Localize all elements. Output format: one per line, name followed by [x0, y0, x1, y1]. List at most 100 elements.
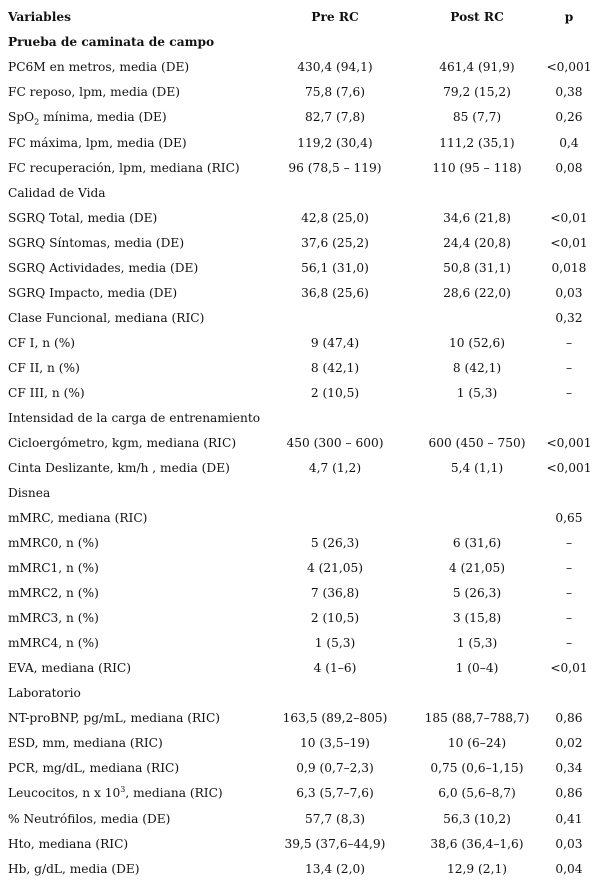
table-body: Prueba de caminata de campo PC6M en metro… [6, 30, 594, 882]
p-value: <0,001 [546, 60, 592, 74]
table-row: EVA, mediana (RIC) 4 (1–6) 1 (0–4) <0,01 [6, 656, 594, 681]
variable-label: SGRQ Actividades, media (DE) [8, 261, 199, 275]
pre-rc-value: 42,8 (25,0) [301, 211, 369, 225]
p-value: – [565, 561, 573, 575]
variable-label: mMRC2, n (%) [8, 586, 99, 600]
post-rc-value: 10 (52,6) [448, 336, 506, 350]
table-row: CF I, n (%) 9 (47,4) 10 (52,6) – [6, 331, 594, 356]
variable-label: mMRC0, n (%) [8, 536, 99, 550]
header-pre: Pre RC [311, 10, 359, 24]
variable-label: EVA, mediana (RIC) [8, 661, 131, 675]
table-row: Cinta Deslizante, km/h , media (DE) 4,7 (… [6, 456, 594, 481]
post-rc-value: 600 (450 – 750) [428, 436, 526, 450]
post-rc-value: 50,8 (31,1) [443, 261, 511, 275]
pre-rc-value: 430,4 (94,1) [297, 60, 373, 74]
variable-label: PC6M en metros, media (DE) [8, 60, 190, 74]
variable-label: CF II, n (%) [8, 361, 80, 375]
section-label: Intensidad de la carga de entrenamiento [8, 411, 261, 425]
post-rc-value: 5 (26,3) [452, 586, 502, 600]
variable-label: CF I, n (%) [8, 336, 76, 350]
post-rc-value: 3 (15,8) [452, 611, 502, 625]
p-value: 0,41 [555, 812, 583, 826]
table-row: mMRC1, n (%) 4 (21,05) 4 (21,05) – [6, 556, 594, 581]
variable-label: PCR, mg/dL, mediana (RIC) [8, 761, 180, 775]
table-row: mMRC3, n (%) 2 (10,5) 3 (15,8) – [6, 606, 594, 631]
section-label: Laboratorio [8, 686, 81, 700]
section-header: Calidad de Vida [6, 181, 594, 206]
section-label: Calidad de Vida [8, 186, 106, 200]
table-row: mMRC0, n (%) 5 (26,3) 6 (31,6) – [6, 531, 594, 556]
data-table: Variables Pre RC Post RC p Prueba de cam… [6, 5, 594, 882]
table-row: SGRQ Síntomas, media (DE) 37,6 (25,2) 24,4… [6, 231, 594, 256]
variable-label: mMRC4, n (%) [8, 636, 99, 650]
p-value: <0,001 [546, 436, 592, 450]
variable-label: mMRC1, n (%) [8, 561, 99, 575]
pre-rc-value: 56,1 (31,0) [301, 261, 369, 275]
header-post: Post RC [450, 10, 504, 24]
table-row: SGRQ Actividades, media (DE) 56,1 (31,0) 5… [6, 256, 594, 281]
table-row: mMRC4, n (%) 1 (5,3) 1 (5,3) – [6, 631, 594, 656]
variable-label-text: , mediana (RIC) [125, 786, 223, 800]
pre-rc-value: 1 (5,3) [314, 636, 356, 650]
pre-rc-value: 2 (10,5) [310, 386, 360, 400]
post-rc-value: 6,0 (5,6–8,7) [438, 786, 516, 800]
p-value: 0,86 [555, 711, 583, 725]
table-row: SGRQ Impacto, media (DE) 36,8 (25,6) 28,6 … [6, 281, 594, 306]
post-rc-value: 5,4 (1,1) [450, 461, 504, 475]
variable-label: mMRC3, n (%) [8, 611, 99, 625]
table-row: PCR, mg/dL, mediana (RIC) 0,9 (0,7–2,3) 0,… [6, 756, 594, 781]
p-value: <0,001 [546, 461, 592, 475]
table-row: SGRQ Total, media (DE) 42,8 (25,0) 34,6 (2… [6, 206, 594, 231]
p-value: 0,86 [555, 786, 583, 800]
p-value: 0,08 [555, 161, 583, 175]
variable-label: FC máxima, lpm, media (DE) [8, 136, 187, 150]
p-value: 0,38 [555, 85, 583, 99]
post-rc-value: 56,3 (10,2) [443, 812, 511, 826]
post-rc-value: 85 (7,7) [452, 110, 502, 124]
section-label: Disnea [8, 486, 51, 500]
variable-label: SpO2 mínima, media (DE) [8, 105, 167, 130]
post-rc-value: 24,4 (20,8) [443, 236, 511, 250]
pre-rc-value: 37,6 (25,2) [301, 236, 369, 250]
p-value: <0,01 [550, 236, 588, 250]
p-value: 0,32 [555, 311, 583, 325]
variable-label: CF III, n (%) [8, 386, 85, 400]
p-value: – [565, 611, 573, 625]
variable-label-text: Leucocitos, n x 10 [8, 786, 121, 800]
table-row: NT-proBNP, pg/mL, mediana (RIC) 163,5 (89… [6, 706, 594, 731]
post-rc-value: 12,9 (2,1) [447, 862, 507, 876]
section-label: Prueba de caminata de campo [8, 35, 215, 49]
pre-rc-value: 6,3 (5,7–7,6) [296, 786, 374, 800]
post-rc-value: 79,2 (15,2) [443, 85, 511, 99]
table-row: CF II, n (%) 8 (42,1) 8 (42,1) – [6, 356, 594, 381]
p-value: – [565, 336, 573, 350]
table-row: Cicloergómetro, kgm, mediana (RIC) 450 (3… [6, 431, 594, 456]
post-rc-value: 28,6 (22,0) [443, 286, 511, 300]
post-rc-value: 1 (5,3) [456, 386, 498, 400]
p-value: 0,02 [555, 736, 583, 750]
table-row: Clase Funcional, mediana (RIC) 0,32 [6, 306, 594, 331]
post-rc-value: 185 (88,7–788,7) [424, 711, 530, 725]
pre-rc-value: 163,5 (89,2–805) [282, 711, 388, 725]
pre-rc-value: 39,5 (37,6–44,9) [284, 837, 386, 851]
table-row: ESD, mm, mediana (RIC) 10 (3,5–19) 10 (6–2… [6, 731, 594, 756]
pre-rc-value: 119,2 (30,4) [297, 136, 373, 150]
variable-label: NT-proBNP, pg/mL, mediana (RIC) [8, 711, 221, 725]
post-rc-value: 111,2 (35,1) [439, 136, 515, 150]
variable-label: SGRQ Síntomas, media (DE) [8, 236, 185, 250]
table-row: PC6M en metros, media (DE) 430,4 (94,1) 46… [6, 55, 594, 80]
section-header: Intensidad de la carga de entrenamiento [6, 406, 594, 431]
pre-rc-value: 96 (78,5 – 119) [288, 161, 382, 175]
pre-rc-value: 7 (36,8) [310, 586, 360, 600]
variable-label: FC reposo, lpm, media (DE) [8, 85, 180, 99]
pre-rc-value: 75,8 (7,6) [305, 85, 365, 99]
section-header: Disnea [6, 481, 594, 506]
pre-rc-value: 57,7 (8,3) [305, 812, 365, 826]
variable-label: Hto, mediana (RIC) [8, 837, 129, 851]
variable-label: mMRC, mediana (RIC) [8, 511, 148, 525]
pre-rc-value: 13,4 (2,0) [305, 862, 365, 876]
p-value: – [565, 386, 573, 400]
pre-rc-value: 450 (300 – 600) [286, 436, 384, 450]
table-row: CF III, n (%) 2 (10,5) 1 (5,3) – [6, 381, 594, 406]
table-row: FC reposo, lpm, media (DE) 75,8 (7,6) 79,2… [6, 80, 594, 105]
